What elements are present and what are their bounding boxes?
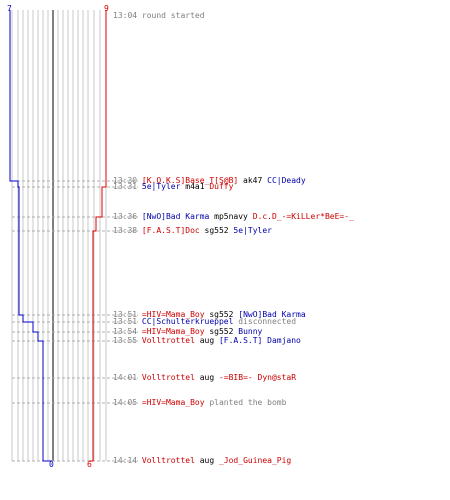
event-time: 14:05	[113, 398, 142, 407]
event-text: Volltrottel	[141, 456, 195, 465]
event-time: 13:36	[113, 212, 142, 221]
event-row: 13:36 [NwO]Bad Karma mp5navy D.c.D_-=KiL…	[113, 212, 354, 222]
timeline-grid	[11, 10, 107, 461]
event-row: 14:14 Volltrottel aug _Jod_Guinea_Pig	[113, 456, 291, 466]
event-time: 13:51	[113, 317, 142, 326]
event-row: 13:54 =HIV=Mama_Boy sg552 Bunny	[113, 327, 262, 337]
event-row: 13:51 =HIV=Mama_Boy sg552 [NwO]Bad Karma	[113, 310, 306, 320]
event-time: 13:38	[113, 226, 142, 235]
event-row: 14:01 Volltrottel aug -=BIB=- Dyn@staR	[113, 373, 296, 383]
event-time: 13:30	[113, 176, 142, 185]
event-time: 14:14	[113, 456, 142, 465]
event-text: sg552	[204, 327, 239, 336]
event-text: [K.O.K.S]Base_T[S@B]	[141, 176, 239, 185]
red-team-alive-line	[89, 10, 107, 462]
event-text: sg552	[204, 310, 239, 319]
event-text: Duffy	[209, 182, 234, 191]
event-row: 13:55 Volltrottel aug [F.A.S.T] Damjano	[113, 336, 301, 346]
event-text: disconnected	[233, 317, 297, 326]
event-text: =HIV=Mama_Boy	[141, 398, 205, 407]
event-text: ak47	[238, 176, 268, 185]
event-text: [F.A.S.T]Doc	[141, 226, 200, 235]
event-time: 13:54	[113, 327, 142, 336]
event-text: 5e|Tyler	[233, 226, 272, 235]
red-team-end-count: 6	[87, 460, 92, 469]
event-time: 13:31	[113, 182, 142, 191]
event-text: D.c.D_-=KiLLer*BeE=-_	[252, 212, 354, 221]
event-text: aug	[194, 456, 219, 465]
event-row: 13:51 CC|Schulterkrueppel disconnected	[113, 317, 296, 327]
event-text: aug	[194, 373, 219, 382]
blue-team-end-count: 0	[49, 460, 54, 469]
event-text: =HIV=Mama_Boy	[141, 327, 205, 336]
event-text: 5e|Tyler	[141, 182, 181, 191]
event-time: 14:01	[113, 373, 142, 382]
event-row: 13:30 [K.O.K.S]Base_T[S@B] ak47 CC|Deady	[113, 176, 306, 186]
event-dashed-lines	[12, 180, 138, 462]
event-text: -=BIB=- Dyn@staR	[218, 373, 297, 382]
event-row: 14:05 =HIV=Mama_Boy planted the bomb	[113, 398, 286, 408]
event-text: aug	[194, 336, 219, 345]
red-team-start-count: 9	[104, 4, 109, 13]
event-text: sg552	[199, 226, 234, 235]
event-text: _Jod_Guinea_Pig	[218, 456, 292, 465]
blue-team-alive-line	[9, 10, 52, 462]
event-text: [F.A.S.T] Damjano	[218, 336, 301, 345]
event-text: planted the bomb	[204, 398, 287, 407]
event-text: Volltrottel	[141, 373, 195, 382]
event-time: 13:51	[113, 310, 142, 319]
event-text: =HIV=Mama_Boy	[141, 310, 205, 319]
event-text: [NwO]Bad Karma	[141, 212, 210, 221]
event-text: [NwO]Bad Karma	[238, 310, 306, 319]
event-text: mp5navy	[209, 212, 253, 221]
event-text: Bunny	[238, 327, 263, 336]
event-text: CC|Deady	[267, 176, 306, 185]
event-row: 13:31 5e|Tyler m4a1 Duffy	[113, 182, 233, 192]
event-text: m4a1	[180, 182, 210, 191]
event-text: CC|Schulterkrueppel	[141, 317, 234, 326]
event-text: round started	[141, 11, 205, 20]
event-row: 13:04 round started	[113, 11, 205, 21]
event-text: Volltrottel	[141, 336, 195, 345]
event-row: 13:38 [F.A.S.T]Doc sg552 5e|Tyler	[113, 226, 272, 236]
event-time: 13:04	[113, 11, 142, 20]
blue-team-start-count: 7	[7, 4, 12, 13]
event-time: 13:55	[113, 336, 142, 345]
